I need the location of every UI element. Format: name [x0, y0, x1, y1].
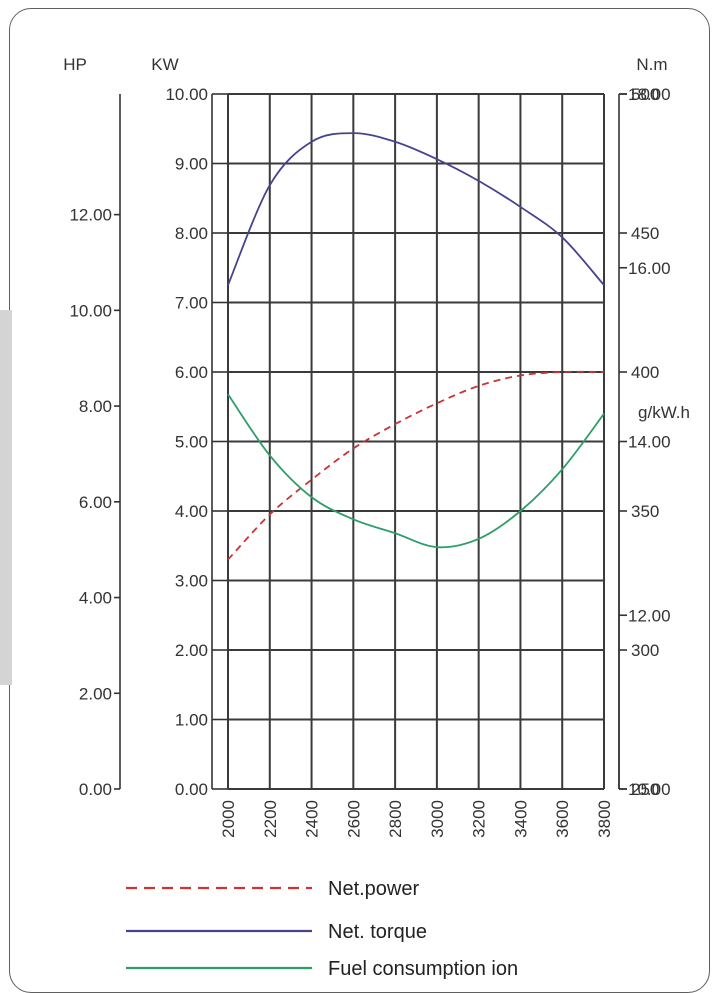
fuel-tick-label: 300 — [631, 641, 659, 660]
x-tick-label: 3600 — [553, 800, 572, 838]
kw-tick-label: 0.00 — [175, 780, 208, 799]
torque-axis-title: N.m — [636, 55, 667, 74]
legend-label-fuel-consumption-ion: Fuel consumption ion — [328, 958, 518, 980]
hp-tick-label: 10.00 — [69, 301, 112, 320]
hp-tick-label: 12.00 — [69, 206, 112, 225]
axes: 0.00 1.00 2.00 3.00 4.00 5.00 6.00 7.00 8.00 9.00… — [63, 55, 690, 838]
x-tick-label: 3400 — [511, 800, 530, 838]
torque-tick-label: 16.00 — [628, 259, 671, 278]
kw-tick-label: 7.00 — [175, 294, 208, 313]
kw-tick-label: 4.00 — [175, 502, 208, 521]
legend: Net.power Net. torque Fuel consumption ion — [126, 878, 518, 980]
torque-tick-label: 10.00 — [628, 780, 671, 799]
series-lines — [227, 132, 605, 561]
kw-tick-label: 8.00 — [175, 224, 208, 243]
fuel-tick-label: 400 — [631, 363, 659, 382]
hp-tick-label: 4.00 — [79, 589, 112, 608]
kw-axis-title: KW — [151, 55, 178, 74]
kw-tick-label: 3.00 — [175, 572, 208, 591]
kw-tick-label: 2.00 — [175, 641, 208, 660]
series-line-fuel-consumption-ion — [227, 393, 605, 549]
hp-tick-label: 8.00 — [79, 397, 112, 416]
series-line-net-power — [227, 370, 605, 561]
fuel-tick-label: 450 — [631, 224, 659, 243]
hp-tick-label: 0.00 — [79, 780, 112, 799]
x-tick-label: 2600 — [344, 800, 363, 838]
series-line-net-torque — [227, 132, 605, 286]
kw-tick-label: 9.00 — [175, 155, 208, 174]
torque-tick-label: 18.00 — [628, 85, 671, 104]
fuel-tick-label: 500 — [631, 85, 659, 104]
torque-tick-label: 12.00 — [628, 606, 671, 625]
hp-tick-label: 2.00 — [79, 684, 112, 703]
kw-tick-label: 1.00 — [175, 711, 208, 730]
x-tick-label: 3200 — [470, 800, 489, 838]
legend-label-net-power: Net.power — [328, 878, 419, 900]
hp-tick-label: 6.00 — [79, 493, 112, 512]
kw-tick-label: 6.00 — [175, 363, 208, 382]
side-tab — [0, 310, 12, 685]
grid — [227, 93, 605, 790]
legend-label-net-torque: Net. torque — [328, 921, 427, 943]
x-tick-label: 2000 — [219, 800, 238, 838]
kw-tick-label: 5.00 — [175, 433, 208, 452]
x-tick-label: 3000 — [428, 800, 447, 838]
fuel-tick-label: 250 — [631, 780, 659, 799]
kw-tick-label: 10.00 — [165, 85, 208, 104]
x-tick-label: 2800 — [386, 800, 405, 838]
fuel-axis-title: g/kW.h — [638, 403, 690, 422]
x-tick-label: 3800 — [595, 800, 614, 838]
fuel-tick-label: 350 — [631, 502, 659, 521]
x-tick-label: 2400 — [303, 800, 322, 838]
torque-tick-label: 14.00 — [628, 433, 671, 452]
hp-axis-title: HP — [63, 55, 87, 74]
x-tick-label: 2200 — [261, 800, 280, 838]
